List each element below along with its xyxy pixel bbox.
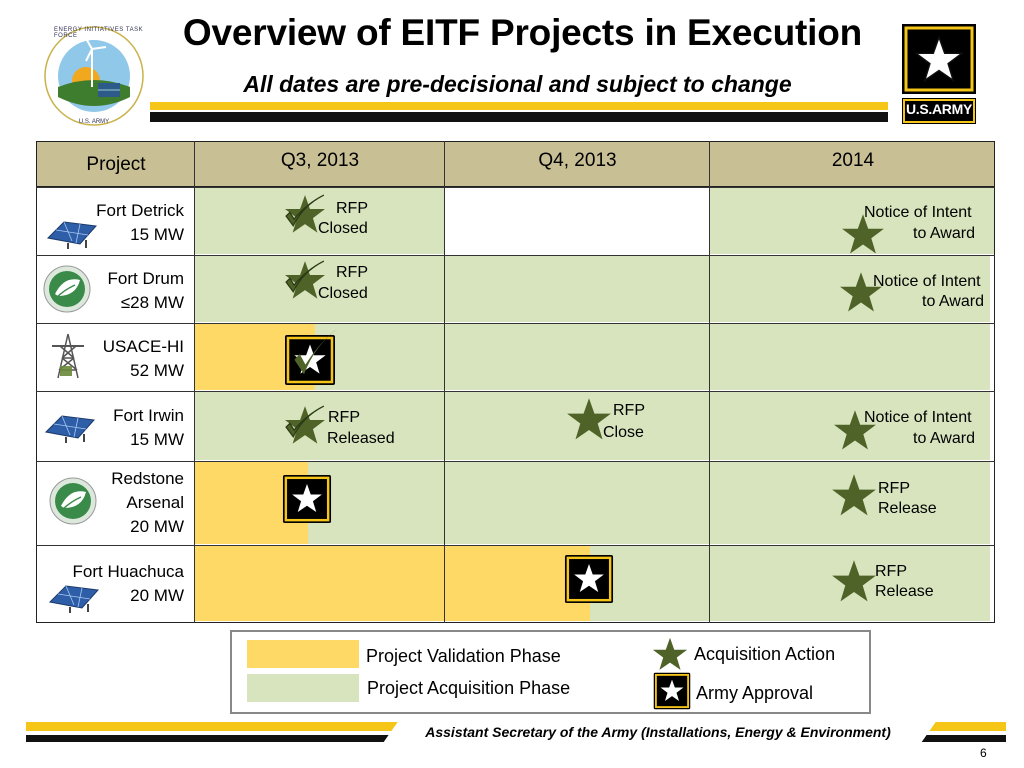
annotation-closed: Closed — [318, 285, 368, 302]
header-black-bar — [150, 112, 888, 122]
acquisition-action-star-icon — [832, 474, 876, 516]
annotation-rfp: RFP — [875, 563, 907, 580]
row-divider — [36, 323, 995, 324]
column-divider — [194, 141, 195, 623]
biomass-leaf-icon — [43, 265, 91, 313]
annotation-closed: Closed — [318, 220, 368, 237]
annotation-notice-of-intent: Notice of Intent — [864, 409, 972, 426]
row-divider — [36, 391, 995, 392]
acquisition-action-star-icon — [285, 405, 325, 444]
annotation-close: Close — [603, 424, 644, 441]
annotation-to-award: to Award — [913, 430, 975, 447]
project-title: Redstone — [111, 469, 184, 488]
project-capacity: 15 MW — [130, 430, 184, 449]
col-header-2014: 2014 — [831, 150, 875, 171]
annotation-rfp: RFP — [336, 200, 368, 217]
project-title: USACE-HI — [102, 337, 184, 356]
row-divider — [36, 545, 995, 546]
annotation-to-award: to Award — [913, 225, 975, 242]
legend-acquisition-swatch — [247, 674, 359, 702]
acquisition-phase-bar — [195, 188, 444, 254]
project-capacity: 20 MW — [130, 517, 184, 536]
solar-panel-icon — [44, 415, 96, 443]
page-title: Overview of EITF Projects in Execution — [182, 12, 863, 53]
acquisition-phase-bar — [195, 392, 444, 460]
project-name: Fort Huachuca 20 MW — [73, 560, 185, 608]
annotation-rfp: RFP — [336, 264, 368, 281]
annotation-notice-of-intent: Notice of Intent — [864, 204, 972, 221]
solar-panel-icon — [46, 221, 98, 249]
eitf-logo: U.S. ARMY ENERGY INITIATIVES TASK FORCE — [40, 25, 148, 127]
row-divider — [36, 255, 995, 256]
us-army-logo: U.S.ARMY — [900, 24, 978, 124]
annotation-rfp: RFP — [328, 409, 360, 426]
legend-star-icon — [652, 637, 688, 670]
project-capacity: 15 MW — [130, 225, 184, 244]
eitf-logo-text: ENERGY INITIATIVES TASK FORCE — [54, 27, 144, 39]
project-name: Redstone Arsenal 20 MW — [111, 467, 184, 539]
page-number: 6 — [980, 746, 987, 760]
project-name: USACE-HI 52 MW — [103, 335, 184, 383]
annotation-to-award: to Award — [922, 293, 984, 310]
acquisition-phase-bar — [710, 324, 990, 390]
acquisition-phase-bar — [445, 462, 709, 544]
project-name: Fort Detrick 15 MW — [96, 199, 184, 247]
project-title-line2: Arsenal — [126, 493, 184, 512]
project-title: Fort Detrick — [96, 201, 184, 220]
army-approval-icon — [564, 554, 614, 604]
army-approval-icon — [282, 474, 332, 524]
project-name: Fort Drum ≤28 MW — [108, 267, 185, 315]
annotation-rfp: RFP — [613, 402, 645, 419]
col-header-project: Project — [86, 154, 146, 175]
footer-text: Assistant Secretary of the Army (Install… — [425, 724, 891, 740]
project-capacity: ≤28 MW — [120, 293, 184, 312]
legend-acquisition-label: Project Acquisition Phase — [367, 678, 571, 698]
project-title: Fort Huachuca — [72, 562, 185, 581]
page-subtitle: All dates are pre-decisional and subject… — [243, 71, 792, 97]
legend-action-label: Acquisition Action — [694, 644, 836, 664]
row-divider — [36, 187, 995, 188]
project-capacity: 52 MW — [130, 361, 184, 380]
power-tower-icon — [52, 333, 84, 379]
acquisition-phase-bar — [315, 324, 444, 390]
annotation-rfp: RFP — [878, 480, 910, 497]
project-capacity: 20 MW — [130, 586, 184, 605]
annotation-released: Released — [327, 430, 395, 447]
checkmark-icon — [294, 328, 338, 375]
header-gold-bar — [150, 102, 888, 110]
solar-panel-icon — [48, 585, 100, 613]
acquisition-action-star-icon — [832, 560, 876, 602]
annotation-notice-of-intent: Notice of Intent — [873, 273, 981, 290]
col-header-q4-2013: Q4, 2013 — [538, 150, 617, 171]
acquisition-phase-bar — [710, 188, 994, 254]
us-army-logo-text: U.S.ARMY — [905, 101, 973, 117]
acquisition-phase-bar — [195, 256, 444, 322]
project-name: Fort Irwin 15 MW — [113, 404, 184, 452]
col-header-q3-2013: Q3, 2013 — [280, 150, 360, 171]
validation-phase-bar — [195, 546, 444, 621]
table-header-row: Project Q3, 2013 Q4, 2013 2014 — [36, 141, 995, 187]
legend-validation-swatch — [247, 640, 359, 668]
legend: Project Validation Phase Project Acquisi… — [230, 630, 871, 714]
eitf-logo-bottom-text: U.S. ARMY — [79, 119, 109, 125]
annotation-release: Release — [878, 500, 937, 517]
row-divider — [36, 461, 995, 462]
acquisition-phase-bar — [445, 392, 709, 460]
legend-army-approval-icon — [653, 672, 691, 710]
legend-validation-label: Project Validation Phase — [366, 646, 561, 666]
biomass-leaf-icon — [49, 477, 97, 525]
acquisition-phase-bar — [445, 324, 709, 390]
acquisition-phase-bar — [445, 256, 709, 322]
legend-approval-label: Army Approval — [696, 683, 814, 703]
column-divider — [709, 141, 710, 623]
column-divider — [444, 141, 445, 623]
project-title: Fort Drum — [107, 269, 185, 288]
annotation-release: Release — [875, 583, 934, 600]
project-title: Fort Irwin — [113, 406, 184, 425]
